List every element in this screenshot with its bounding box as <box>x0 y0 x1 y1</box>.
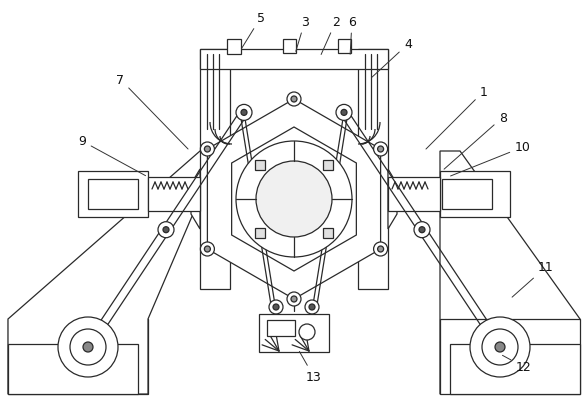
Text: 8: 8 <box>444 111 507 170</box>
Polygon shape <box>440 152 580 394</box>
Bar <box>148 178 200 211</box>
Bar <box>78 172 148 218</box>
Text: 7: 7 <box>116 73 188 150</box>
Circle shape <box>236 142 352 257</box>
Polygon shape <box>191 170 200 229</box>
Bar <box>259 314 329 352</box>
Polygon shape <box>323 229 333 238</box>
Bar <box>267 320 295 336</box>
Polygon shape <box>255 229 265 238</box>
Bar <box>440 172 510 218</box>
Bar <box>200 50 388 70</box>
Circle shape <box>58 317 118 377</box>
Circle shape <box>163 227 169 233</box>
Text: 5: 5 <box>242 11 265 49</box>
Bar <box>450 344 580 394</box>
Bar <box>283 40 296 54</box>
Circle shape <box>287 93 301 107</box>
Circle shape <box>419 227 425 233</box>
Bar <box>442 180 492 209</box>
Text: 12: 12 <box>502 355 532 373</box>
Circle shape <box>414 222 430 238</box>
Text: 11: 11 <box>512 261 554 297</box>
Circle shape <box>309 304 315 310</box>
Circle shape <box>373 243 387 256</box>
Circle shape <box>291 97 297 103</box>
Circle shape <box>205 147 211 153</box>
Circle shape <box>256 162 332 237</box>
Circle shape <box>377 246 383 252</box>
Circle shape <box>158 222 174 238</box>
Circle shape <box>236 105 252 121</box>
Circle shape <box>299 324 315 340</box>
Circle shape <box>377 147 383 153</box>
Bar <box>388 178 440 211</box>
Bar <box>440 319 580 394</box>
Circle shape <box>291 296 297 302</box>
Circle shape <box>470 317 530 377</box>
Polygon shape <box>323 161 333 171</box>
Bar <box>227 40 241 55</box>
Circle shape <box>287 292 301 306</box>
Text: 2: 2 <box>321 16 340 55</box>
Text: 10: 10 <box>450 141 531 177</box>
Text: 3: 3 <box>296 16 309 52</box>
Circle shape <box>70 329 106 365</box>
Circle shape <box>341 110 347 116</box>
Text: 1: 1 <box>426 85 488 150</box>
Text: 13: 13 <box>299 352 322 384</box>
Circle shape <box>205 246 211 252</box>
Circle shape <box>83 342 93 352</box>
Text: 9: 9 <box>78 135 146 176</box>
Circle shape <box>336 105 352 121</box>
Bar <box>358 50 388 289</box>
Polygon shape <box>208 100 380 299</box>
Circle shape <box>273 304 279 310</box>
Text: 4: 4 <box>372 38 412 78</box>
Circle shape <box>201 243 215 256</box>
Bar <box>88 180 138 209</box>
Bar <box>338 40 351 54</box>
Circle shape <box>373 143 387 157</box>
Polygon shape <box>255 161 265 171</box>
Circle shape <box>305 300 319 314</box>
Circle shape <box>482 329 518 365</box>
Circle shape <box>269 300 283 314</box>
Circle shape <box>201 143 215 157</box>
Polygon shape <box>388 170 397 229</box>
Polygon shape <box>232 128 356 271</box>
Bar <box>200 50 230 289</box>
Circle shape <box>495 342 505 352</box>
Bar <box>8 344 138 394</box>
Text: 6: 6 <box>348 16 356 55</box>
Circle shape <box>241 110 247 116</box>
Polygon shape <box>8 152 220 394</box>
Bar <box>8 319 148 394</box>
